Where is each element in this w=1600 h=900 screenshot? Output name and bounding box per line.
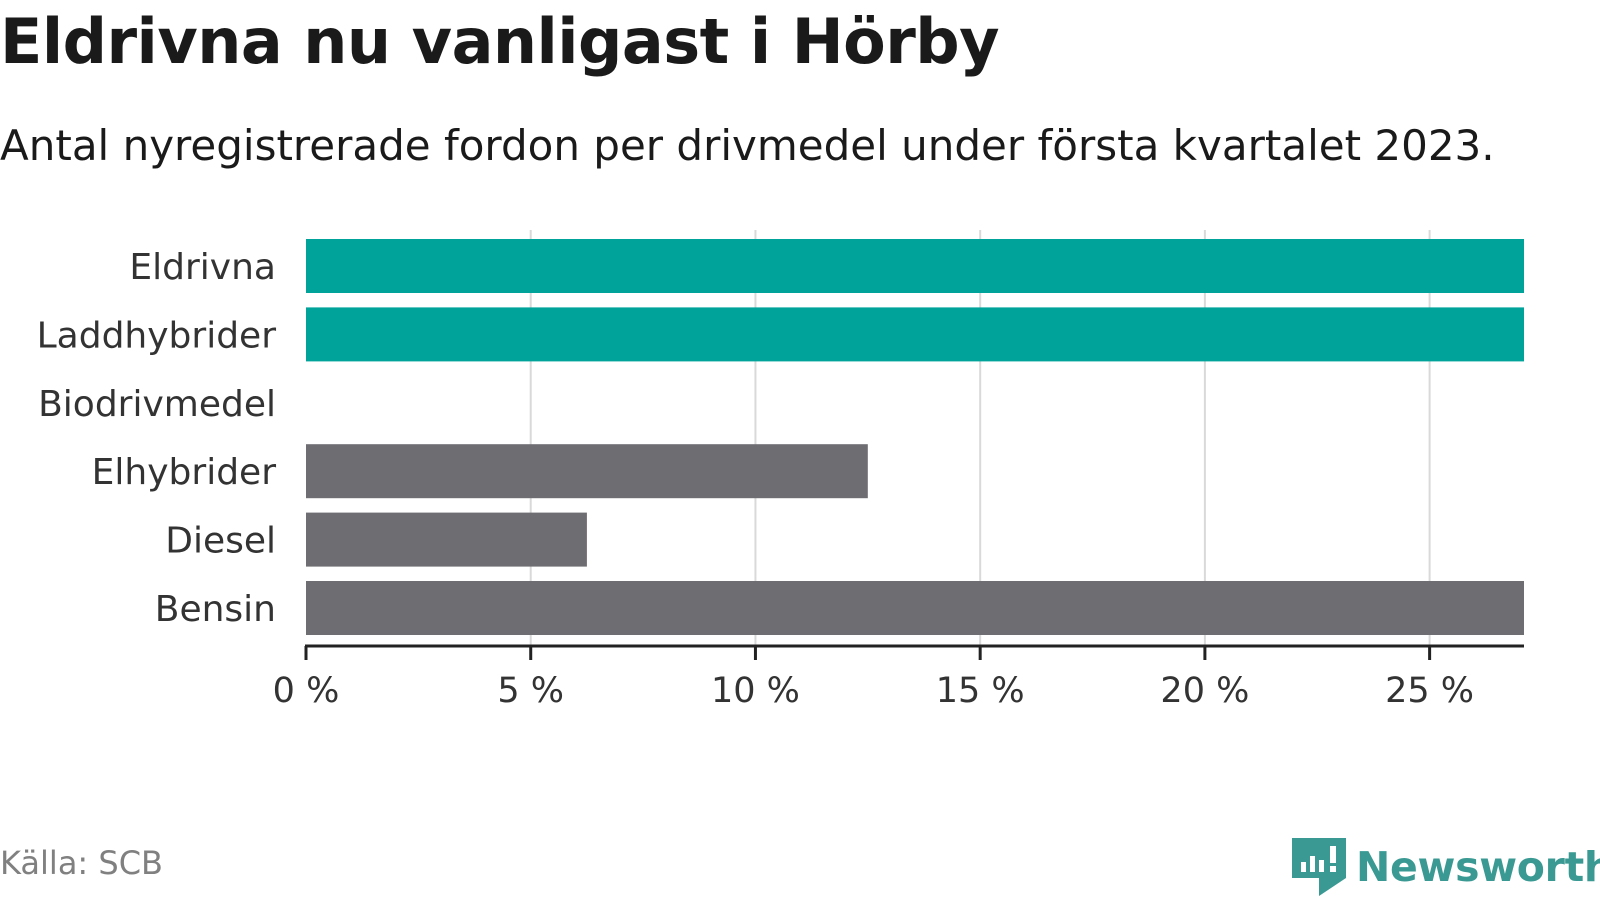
newsworthy-chart-icon: [1292, 838, 1346, 896]
x-tick-label-0: 0 %: [273, 671, 340, 711]
bar-1: [306, 307, 1524, 362]
bar-5: [306, 581, 1524, 635]
x-tick-label-3: 15 %: [936, 671, 1025, 711]
category-label-1: Laddhybrider: [37, 315, 277, 356]
bar-3: [306, 444, 868, 499]
bar-0: [306, 239, 1524, 293]
x-tick-label-2: 10 %: [711, 671, 800, 711]
chart-subtitle: Antal nyregistrerade fordon per drivmede…: [0, 121, 1495, 170]
newsworthy-logo: Newsworthy: [1292, 838, 1600, 896]
category-label-2: Biodrivmedel: [38, 384, 276, 425]
category-label-5: Bensin: [155, 589, 276, 630]
x-tick-label-5: 25 %: [1385, 671, 1474, 711]
chart-title: Eldrivna nu vanligast i Hörby: [0, 5, 1000, 78]
x-tick-label-1: 5 %: [497, 671, 564, 711]
category-label-4: Diesel: [165, 521, 276, 562]
category-label-0: Eldrivna: [129, 247, 276, 288]
category-label-3: Elhybrider: [92, 452, 277, 493]
source-note: Källa: SCB: [0, 844, 163, 882]
bar-chart: Eldrivna Laddhybrider Biodrivmedel Elhybrid…: [37, 230, 1524, 711]
brand-name: Newsworthy: [1356, 843, 1600, 891]
x-tick-label-4: 20 %: [1160, 671, 1249, 711]
bar-4: [306, 512, 587, 567]
